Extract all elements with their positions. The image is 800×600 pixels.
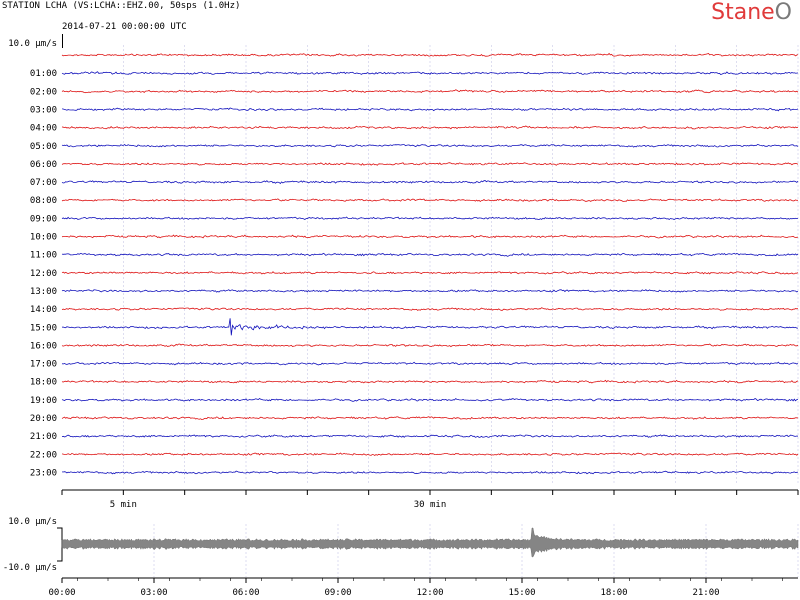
row-time-label: 02:00 bbox=[30, 87, 57, 97]
trace-line bbox=[61, 234, 799, 239]
overview-x-label: 15:00 bbox=[508, 588, 535, 598]
trace-line bbox=[61, 107, 799, 112]
trace-line bbox=[61, 416, 799, 421]
trace-line bbox=[61, 397, 799, 402]
row-time-label: 13:00 bbox=[30, 287, 57, 297]
row-time-label: 04:00 bbox=[30, 124, 57, 134]
row-time-label: 12:00 bbox=[30, 269, 57, 279]
start-time: 2014-07-21 00:00:00 UTC bbox=[62, 22, 187, 32]
overview-x-label: 03:00 bbox=[140, 588, 167, 598]
trace-line bbox=[61, 125, 799, 130]
trace-line bbox=[61, 71, 799, 75]
x-tick-label: 5 min bbox=[110, 500, 137, 510]
trace-line bbox=[61, 89, 799, 94]
trace-line bbox=[61, 143, 799, 148]
overview-x-label: 06:00 bbox=[232, 588, 259, 598]
row-time-label: 11:00 bbox=[30, 251, 57, 261]
trace-line bbox=[61, 452, 799, 456]
trace-line bbox=[61, 289, 799, 293]
trace-line bbox=[61, 318, 798, 336]
trace-line bbox=[61, 180, 799, 185]
scale-label: 10.0 µm/s bbox=[8, 39, 57, 49]
trace-line bbox=[61, 307, 799, 311]
overview-y-label-bottom: -10.0 µm/s bbox=[3, 563, 57, 573]
row-time-label: 15:00 bbox=[30, 323, 57, 333]
row-time-label: 08:00 bbox=[30, 196, 57, 206]
trace-line bbox=[61, 216, 798, 220]
trace-line bbox=[61, 379, 799, 384]
overview-x-label: 09:00 bbox=[324, 588, 351, 598]
stameo-logo: StaneO bbox=[711, 0, 792, 25]
trace-line bbox=[61, 198, 799, 203]
row-time-label: 10:00 bbox=[30, 233, 57, 243]
row-time-label: 05:00 bbox=[30, 142, 57, 152]
overview-trace bbox=[61, 527, 799, 558]
row-time-label: 14:00 bbox=[30, 305, 57, 315]
overview-x-label: 18:00 bbox=[600, 588, 627, 598]
trace-line bbox=[61, 434, 799, 438]
row-time-label: 19:00 bbox=[30, 396, 57, 406]
trace-line bbox=[61, 252, 799, 257]
overview-x-label: 21:00 bbox=[692, 588, 719, 598]
trace-line bbox=[61, 52, 799, 57]
trace-line bbox=[61, 343, 799, 348]
trace-line bbox=[61, 470, 799, 475]
row-time-label: 09:00 bbox=[30, 214, 57, 224]
row-time-label: 18:00 bbox=[30, 378, 57, 388]
overview-y-label-top: 10.0 µm/s bbox=[8, 517, 57, 527]
trace-line bbox=[61, 361, 799, 366]
row-time-label: 03:00 bbox=[30, 105, 57, 115]
trace-line bbox=[61, 271, 799, 275]
row-time-label: 16:00 bbox=[30, 341, 57, 351]
row-time-label: 23:00 bbox=[30, 468, 57, 478]
x-tick-label: 30 min bbox=[414, 500, 447, 510]
overview-x-label: 12:00 bbox=[416, 588, 443, 598]
row-time-label: 17:00 bbox=[30, 360, 57, 370]
overview-x-label: 00:00 bbox=[48, 588, 75, 598]
station-title: STATION LCHA (VS:LCHA::EHZ.00, 50sps (1.… bbox=[2, 1, 241, 11]
row-time-label: 06:00 bbox=[30, 160, 57, 170]
row-time-label: 22:00 bbox=[30, 450, 57, 460]
row-time-label: 01:00 bbox=[30, 69, 57, 79]
row-time-label: 20:00 bbox=[30, 414, 57, 424]
trace-line bbox=[61, 162, 799, 166]
row-time-label: 21:00 bbox=[30, 432, 57, 442]
overview-y-axis bbox=[57, 527, 63, 562]
row-time-label: 07:00 bbox=[30, 178, 57, 188]
